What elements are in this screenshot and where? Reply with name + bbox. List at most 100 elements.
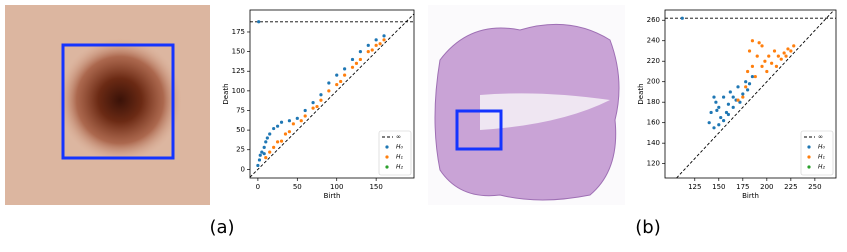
y-tick-label: 260 (647, 16, 660, 24)
point (731, 105, 735, 109)
point (680, 16, 684, 20)
point (746, 69, 750, 74)
point (264, 155, 268, 160)
point (303, 114, 307, 118)
point (378, 42, 382, 46)
point (287, 119, 292, 123)
y-tick-label: 150 (232, 48, 245, 56)
point (262, 145, 266, 149)
legend-label: H₀ (396, 144, 404, 151)
point (717, 105, 721, 109)
diagonal (676, 9, 835, 179)
x-tick-label: 150 (369, 183, 382, 191)
point (343, 67, 347, 71)
point (747, 49, 752, 53)
point (287, 130, 292, 134)
point (279, 139, 284, 143)
point (366, 50, 370, 54)
point (786, 47, 790, 51)
y-tick-label: 25 (236, 146, 245, 154)
axes-frame (249, 9, 415, 179)
point (315, 104, 319, 109)
point (262, 152, 266, 156)
legend-marker (385, 165, 389, 169)
x-tick-label: 150 (712, 183, 725, 191)
point (366, 43, 370, 47)
point (784, 54, 788, 58)
point (779, 57, 783, 61)
y-tick-label: 240 (647, 37, 660, 45)
point (275, 124, 280, 128)
point (279, 120, 284, 124)
x-tick-label: 0 (256, 183, 260, 191)
point (264, 140, 268, 144)
y-tick-label: 160 (647, 119, 660, 127)
point (728, 90, 732, 94)
point (776, 54, 780, 58)
x-axis-label: Birth (742, 192, 759, 200)
legend-marker (807, 155, 811, 159)
point (722, 95, 726, 99)
point (283, 132, 288, 136)
point (722, 119, 726, 123)
point (319, 93, 323, 97)
point (343, 73, 347, 77)
point (744, 85, 748, 89)
point (767, 54, 771, 58)
point (789, 49, 793, 53)
legend-marker (385, 155, 389, 159)
point (327, 89, 331, 93)
y-axis-label: Death (222, 83, 230, 104)
x-axis-label: Birth (324, 192, 341, 200)
point (753, 74, 757, 79)
point (726, 102, 731, 106)
y-tick-label: 125 (232, 67, 245, 75)
legend-label: H₂ (396, 164, 404, 171)
point (268, 150, 272, 154)
point (738, 100, 742, 104)
histology-image (428, 5, 625, 205)
y-tick-label: 120 (647, 160, 660, 168)
point (374, 43, 378, 47)
point (358, 50, 362, 54)
point (257, 20, 261, 24)
legend-label: H₀ (818, 144, 826, 151)
point (707, 121, 711, 125)
point (774, 64, 779, 68)
point (311, 106, 315, 110)
point (272, 126, 276, 131)
point (712, 126, 716, 130)
point (714, 100, 718, 104)
legend-label: H₂ (818, 164, 826, 171)
point (712, 95, 716, 99)
point (770, 61, 774, 65)
y-tick-label: 50 (236, 126, 245, 134)
point (295, 116, 299, 120)
point (765, 69, 769, 74)
point (291, 122, 295, 126)
point (327, 81, 331, 85)
x-tick-label: 100 (330, 183, 343, 191)
point (299, 119, 303, 123)
point (350, 65, 355, 69)
point (382, 38, 386, 42)
point (350, 57, 355, 62)
point (374, 38, 378, 42)
plot: 125 150 175 200 225 250 120 140 160 180 200 220 240 2… (637, 9, 837, 200)
legend-label: ∞ (396, 134, 401, 141)
y-tick-label: 75 (236, 106, 245, 114)
point (736, 98, 740, 102)
point (744, 80, 748, 84)
point (275, 140, 280, 144)
panel-label: (a) (209, 217, 234, 238)
legend-marker (385, 145, 389, 149)
point (268, 132, 272, 136)
point (760, 64, 764, 68)
point (319, 98, 323, 102)
legend-label: ∞ (818, 134, 823, 141)
point (763, 59, 767, 63)
point (382, 34, 386, 38)
legend-marker (807, 145, 811, 149)
point (757, 41, 761, 45)
